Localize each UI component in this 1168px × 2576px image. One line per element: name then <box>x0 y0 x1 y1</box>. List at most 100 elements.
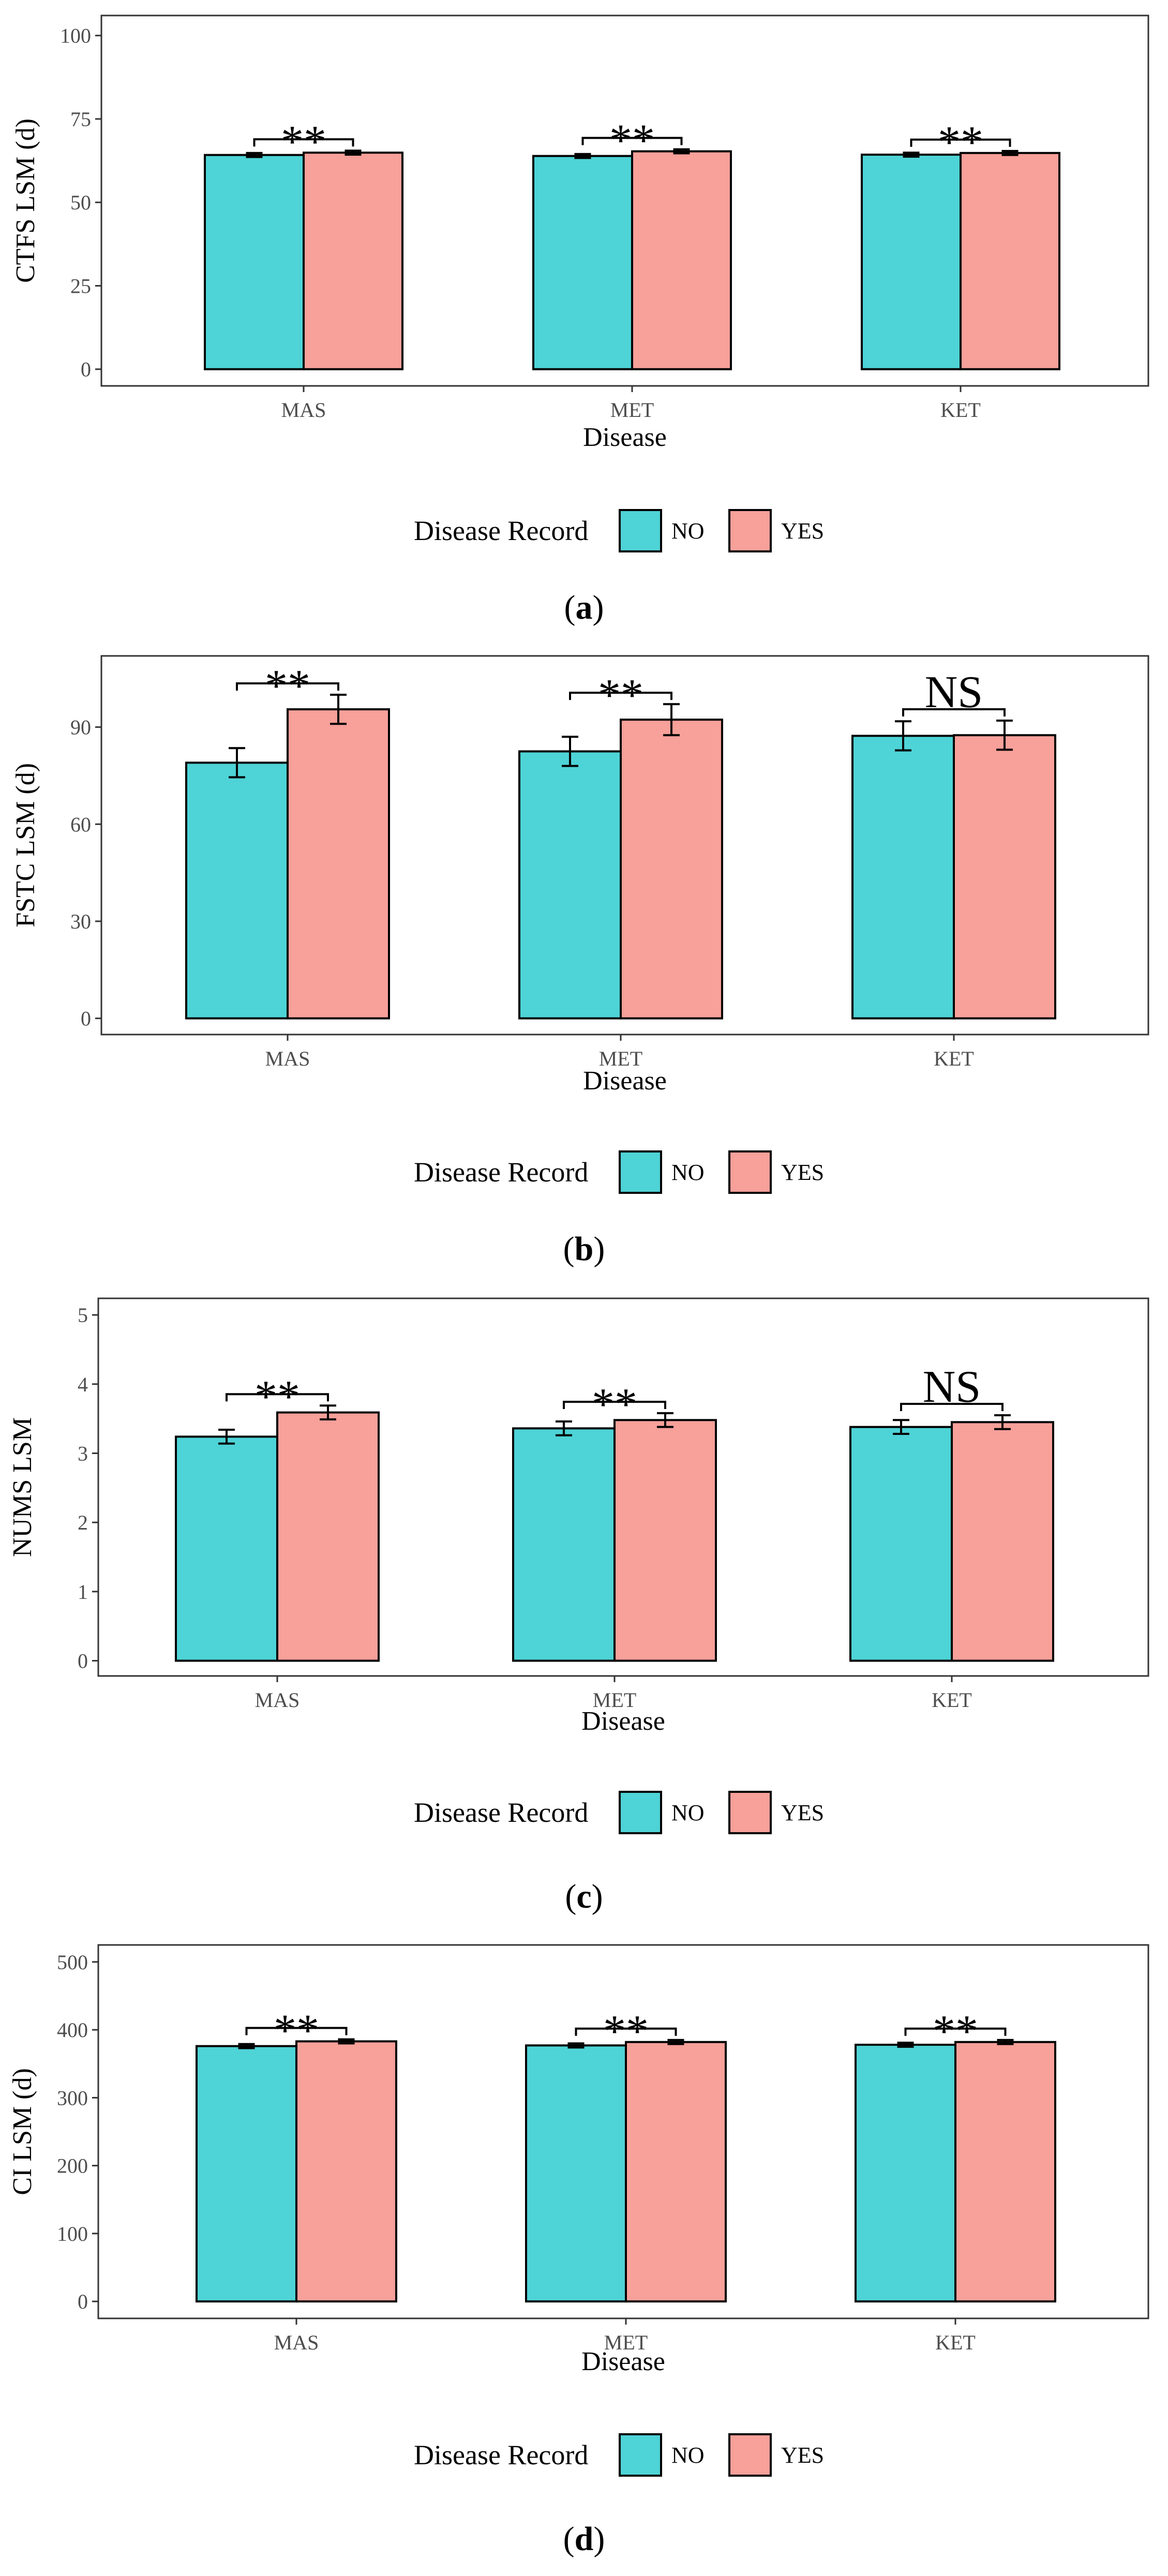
error-bar-no-ket <box>895 720 911 752</box>
bar-no-mas <box>185 761 289 1020</box>
x-axis-label: Disease <box>581 2347 665 2376</box>
bar-no-met <box>532 155 633 370</box>
significance-bracket <box>910 138 1011 147</box>
y-tick-label: 100 <box>57 2222 88 2245</box>
error-bar-no-ket <box>897 2042 914 2048</box>
y-tick-label: 75 <box>70 108 91 131</box>
legend: Disease Record NO YES <box>414 1150 824 1194</box>
bar-yes-mas <box>287 708 390 1020</box>
y-tick-label: 60 <box>70 813 91 836</box>
bar-yes-ket <box>951 1421 1054 1662</box>
significance-label: ** <box>609 116 655 166</box>
error-bar-no-met <box>567 2042 585 2049</box>
y-tick-label: 100 <box>60 24 91 48</box>
x-tick-label: KET <box>932 1688 972 1712</box>
significance-bracket <box>253 138 354 147</box>
panel-a: 0 25 50 75 100 CTFS LSM (d) ** MAS ** MET ** KET Dis… <box>11 14 1149 626</box>
y-tick-label: 500 <box>57 1951 88 1974</box>
legend-key-yes <box>728 1150 772 1194</box>
panel-d: 0 100 200 300 400 500 CI LSM (d) ** MAS ** MET ** KE… <box>8 1944 1149 2558</box>
x-axis-label: Disease <box>581 1706 665 1736</box>
significance-label: ** <box>938 117 983 168</box>
bar-no-met <box>525 2044 627 2303</box>
error-bar-no-mas <box>246 152 263 158</box>
x-tick-label: MET <box>604 2331 648 2354</box>
significance-label: ** <box>592 1380 637 1430</box>
y-tick-label: 0 <box>78 1650 88 1673</box>
panel-b: 0 30 60 90 FSTC LSM (d) ** MAS ** MET NS KET Diseas… <box>11 655 1149 1268</box>
y-tick-label: 50 <box>70 191 91 214</box>
legend-key-yes <box>728 509 772 552</box>
y-tick-label: 400 <box>57 2018 88 2042</box>
legend-label-no: NO <box>671 1800 705 1825</box>
bar-yes-met <box>631 150 732 370</box>
y-tick-label: 0 <box>81 358 91 381</box>
bar-no-mas <box>196 2045 297 2303</box>
significance-label: ** <box>265 661 310 711</box>
legend-label-no: NO <box>671 2443 705 2468</box>
x-tick-label: MET <box>610 398 654 422</box>
bar-yes-met <box>625 2041 727 2303</box>
legend-title: Disease Record <box>414 1797 588 1828</box>
bar-yes-mas <box>303 152 403 370</box>
bar-yes-mas <box>295 2040 397 2303</box>
significance-label: ** <box>598 670 643 721</box>
bar-no-met <box>518 750 622 1020</box>
significance-bracket <box>245 2027 348 2035</box>
x-tick-label: KET <box>934 1047 974 1070</box>
y-tick-label: 2 <box>78 1511 88 1534</box>
legend-label-yes: YES <box>781 2443 824 2468</box>
y-tick-label: 5 <box>78 1304 88 1327</box>
bar-no-ket <box>855 2043 956 2303</box>
legend-key-no <box>619 2433 662 2477</box>
significance-bracket <box>569 692 672 700</box>
x-tick-label: MAS <box>274 2331 319 2354</box>
significance-bracket <box>904 2027 1007 2036</box>
y-tick-label: 90 <box>70 716 91 739</box>
significance-label: NS <box>925 667 983 717</box>
significance-label: ** <box>603 2006 649 2057</box>
y-tick-label: 1 <box>78 1580 88 1604</box>
y-axis-label: CI LSM (d) <box>8 2068 37 2195</box>
error-bar-yes-ket <box>994 1414 1011 1430</box>
bar-yes-mas <box>276 1411 380 1662</box>
error-bar-yes-ket <box>997 2039 1014 2045</box>
significance-label: ** <box>281 117 326 167</box>
panel-label: (a) <box>564 589 604 626</box>
x-tick-label: MET <box>593 1688 636 1712</box>
significance-bracket <box>226 1393 329 1402</box>
legend-key-yes <box>728 1791 772 1834</box>
significance-label: ** <box>254 1372 300 1422</box>
error-bar-no-ket <box>903 152 920 158</box>
legend-label-no: NO <box>671 1160 705 1185</box>
bar-yes-met <box>613 1419 717 1662</box>
x-tick-label: KET <box>935 2331 976 2354</box>
error-bar-yes-ket <box>996 720 1013 751</box>
error-bar-no-met <box>556 1420 572 1436</box>
significance-bracket <box>563 1400 666 1409</box>
legend-label-yes: YES <box>781 1160 824 1185</box>
error-bar-no-mas <box>229 747 245 778</box>
x-tick-label: KET <box>940 398 981 422</box>
legend: Disease Record NO YES <box>414 2433 824 2477</box>
y-tick-label: 200 <box>57 2154 88 2178</box>
legend-key-yes <box>728 2433 772 2477</box>
bar-yes-ket <box>953 734 1056 1020</box>
panel-label: (b) <box>563 1230 605 1268</box>
error-bar-no-ket <box>893 1419 909 1435</box>
y-tick-label: 0 <box>81 1007 91 1030</box>
bar-no-mas <box>175 1435 278 1662</box>
legend-key-no <box>619 1791 662 1834</box>
panel-label: (d) <box>563 2520 605 2558</box>
significance-bracket <box>575 2027 677 2036</box>
legend-label-no: NO <box>671 518 705 544</box>
y-tick-label: 0 <box>78 2290 88 2313</box>
significance-label: ** <box>274 2005 319 2056</box>
x-axis-label: Disease <box>583 423 667 452</box>
legend-title: Disease Record <box>414 515 588 546</box>
bar-no-ket <box>851 735 955 1020</box>
bar-yes-ket <box>960 152 1060 370</box>
x-tick-label: MAS <box>281 398 326 422</box>
x-axis-label: Disease <box>583 1066 667 1096</box>
